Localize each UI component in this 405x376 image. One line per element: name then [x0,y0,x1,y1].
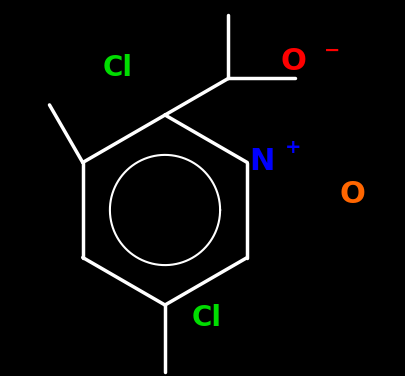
Text: Cl: Cl [103,54,133,82]
Text: O: O [338,180,364,209]
Text: N: N [249,147,274,176]
Text: Cl: Cl [192,304,222,332]
Text: O: O [279,47,305,76]
Text: −: − [323,41,339,59]
Text: +: + [284,138,301,158]
